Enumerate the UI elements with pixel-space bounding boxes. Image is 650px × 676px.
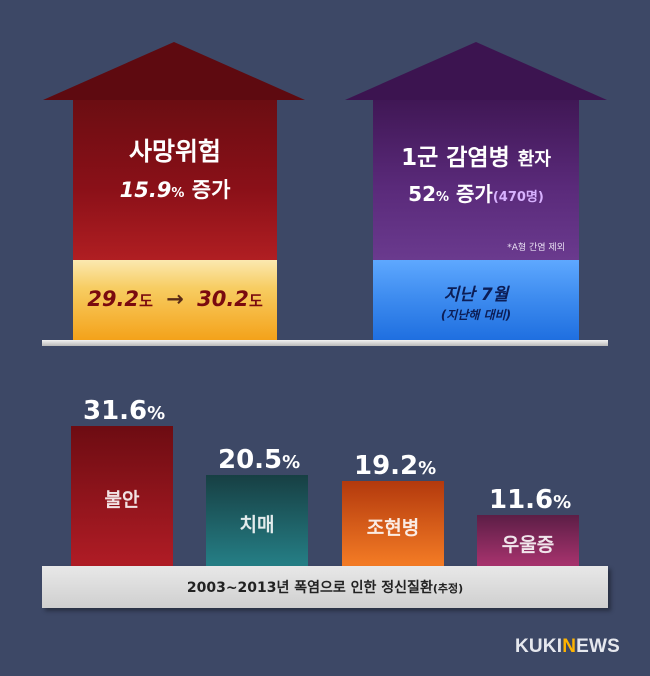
right-arrow-title-suffix: 환자 [517,149,551,170]
bar-category-label: 조현병 [366,516,420,539]
right-arrow-value: 52 [408,182,437,206]
chart-title-box: 2003~2013년 폭염으로 인한 정신질환(추정) [42,566,608,608]
period-label: 지난 7월 [443,285,509,305]
right-arrow-title-main: 1군 감염병 [401,145,510,171]
period-note: (지난해 대비) [440,308,512,322]
temp-from: 29.2 [87,287,140,311]
bar-value-label: 31.6% [83,396,166,426]
right-arrow-value-line: 52% 증가(470명) [373,178,579,207]
right-arrow-title: 1군 감염병 환자 [373,138,579,172]
temp-to-unit: 도 [248,292,263,310]
right-arrow-value-unit: % [436,190,450,205]
right-arrow-value-note: (470명) [492,190,544,205]
bar-3 [342,481,444,566]
temp-from-unit: 도 [139,292,153,310]
left-arrow-title: 사망위험 [128,137,221,166]
chart-title-line: 2003~2013년 폭염으로 인한 정신질환(추정) [187,577,463,597]
left-arrow-value-unit: % [171,186,185,201]
chart-title-suffix: (추정) [432,582,464,595]
bar-4 [477,515,579,566]
temperature-change: 29.2도 → 30.2도 [73,287,277,311]
right-arrow-body: 1군 감염병 환자 52% 증가(470명) *A형 간염 제외 [373,100,579,260]
bar-value-label: 20.5% [218,445,301,475]
bar-category-label: 우울증 [501,533,555,556]
left-arrow-value: 15.9 [119,178,172,202]
bar-1 [71,426,173,566]
bar-2 [206,475,308,566]
right-arrow-icon: → [166,287,184,311]
bar-category-label: 불안 [104,489,140,511]
bar-category-label: 치매 [239,513,275,536]
temp-to: 30.2 [197,287,249,311]
top-floor-line [42,340,608,346]
left-arrow-body: 사망위험 15.9% 증가 [73,100,277,260]
left-arrow-temperature-band: 29.2도 → 30.2도 [73,260,277,340]
left-arrow-value-line: 15.9% 증가 [73,174,277,204]
right-arrow-value-suffix: 증가 [456,182,493,206]
footnote: *A형 간염 제외 [507,243,565,253]
left-arrow-value-suffix: 증가 [191,178,231,202]
bar-value-label: 19.2% [354,451,437,481]
right-arrow-period-band: 지난 7월 (지난해 대비) [373,260,579,340]
left-arrow-head [43,42,305,100]
right-arrow-head [345,42,607,100]
bar-value-label: 11.6% [489,485,572,515]
kukinews-logo: KUKINEWS [515,636,620,658]
logo-prefix: KUKI [514,636,563,657]
chart-title: 2003~2013년 폭염으로 인한 정신질환 [186,580,433,596]
logo-accent: N [562,636,577,657]
logo-suffix: EWS [576,636,620,657]
